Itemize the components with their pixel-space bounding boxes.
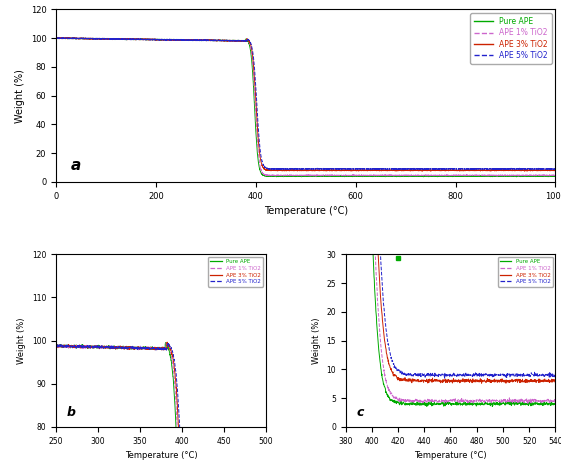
Y-axis label: Weight (%): Weight (%) [311, 318, 320, 364]
X-axis label: Temperature (°C): Temperature (°C) [414, 451, 487, 460]
X-axis label: Temperature (°C): Temperature (°C) [125, 451, 197, 460]
Text: b: b [67, 407, 76, 419]
Legend: Pure APE, APE 1% TiO2, APE 3% TiO2, APE 5% TiO2: Pure APE, APE 1% TiO2, APE 3% TiO2, APE … [208, 257, 263, 287]
Text: c: c [356, 407, 364, 419]
Legend: Pure APE, APE 1% TiO2, APE 3% TiO2, APE 5% TiO2: Pure APE, APE 1% TiO2, APE 3% TiO2, APE … [498, 257, 553, 287]
Y-axis label: Weight (%): Weight (%) [17, 318, 26, 364]
Text: a: a [71, 158, 81, 173]
Legend: Pure APE, APE 1% TiO2, APE 3% TiO2, APE 5% TiO2: Pure APE, APE 1% TiO2, APE 3% TiO2, APE … [470, 13, 551, 64]
Y-axis label: Weight (%): Weight (%) [15, 68, 25, 122]
X-axis label: Temperature (°C): Temperature (°C) [264, 206, 348, 216]
